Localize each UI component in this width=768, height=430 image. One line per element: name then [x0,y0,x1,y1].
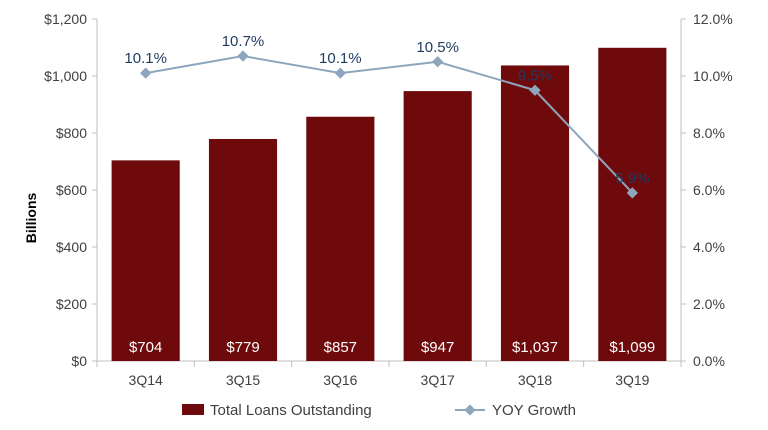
legend-label-yoy: YOY Growth [492,402,576,419]
line-data-label: 5.9% [615,170,649,187]
line-point [334,67,346,79]
x-tick-label: 3Q15 [226,372,260,388]
bar-data-label: $779 [226,339,259,356]
bar [208,138,278,361]
y-tick-label-left: $200 [56,296,87,312]
line-data-label: 10.1% [124,50,167,67]
line-data-label: 10.5% [416,39,459,56]
bar [403,91,472,361]
y-tick-label-left: $1,200 [44,11,87,27]
line-point [626,187,638,199]
line-data-label: 9.5% [518,67,552,84]
legend-marker-yoy [464,404,476,416]
y-tick-label-left: $600 [56,182,87,198]
y-tick-label-right: 4.0% [693,239,725,255]
line-point [237,50,249,62]
x-tick-label: 3Q17 [421,372,455,388]
y-tick-label-right: 12.0% [693,11,733,27]
y-tick-label-right: 2.0% [693,296,725,312]
y-tick-label-left: $1,000 [44,68,87,84]
x-tick-label: 3Q14 [129,372,163,388]
bar-data-label: $704 [129,339,162,356]
y-tick-label-right: 0.0% [693,353,725,369]
bar [111,160,180,361]
y-tick-label-right: 8.0% [693,125,725,141]
series-line-yoy [145,55,634,194]
bar [306,116,375,361]
y-tick-label-left: $400 [56,239,87,255]
y-tick-label-right: 10.0% [693,68,733,84]
y-axis-title: Billions [23,193,39,244]
legend-label-loans: Total Loans Outstanding [210,402,372,419]
bar-data-label: $947 [421,339,454,356]
y-tick-label-left: $800 [56,125,87,141]
line-point [432,56,444,68]
plot-area: $0 $200 $400 $600 $800 $1,000 $1,200 0.0% 2.0% 4.… [44,11,733,388]
x-tick-label: 3Q16 [323,372,357,388]
x-tick-label: 3Q19 [615,372,649,388]
line-data-label: 10.1% [319,50,362,67]
bar-data-label: $857 [324,339,357,356]
bar [598,47,667,361]
bar-data-label: $1,037 [512,339,558,356]
legend: Total Loans Outstanding YOY Growth [182,402,576,419]
y-tick-label-right: 6.0% [693,182,725,198]
bar-data-label: $1,099 [609,339,655,356]
legend-swatch-loans [182,404,204,415]
bar [500,65,570,361]
y-tick-label-left: $0 [71,353,87,369]
line-point [140,67,152,79]
line-data-label: 10.7% [222,33,265,50]
x-tick-label: 3Q18 [518,372,552,388]
